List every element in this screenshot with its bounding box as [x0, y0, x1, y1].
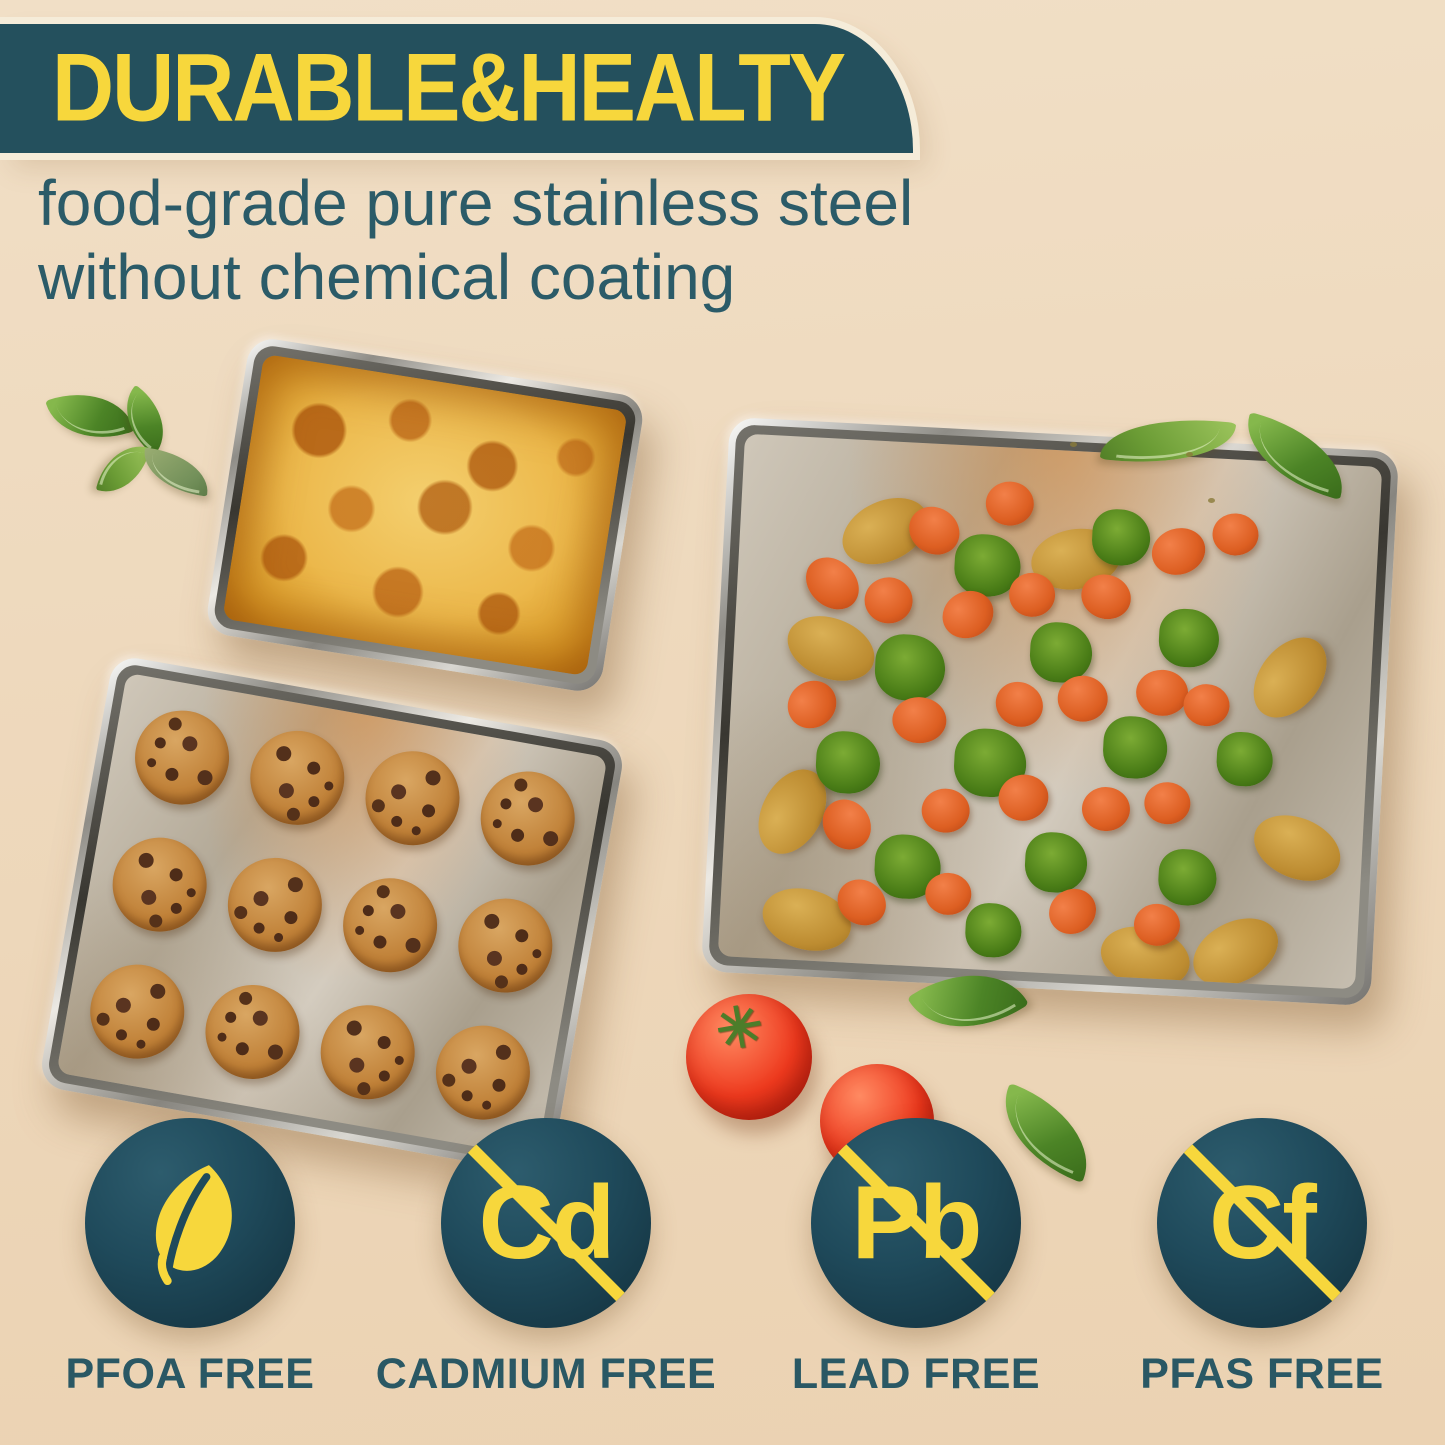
- herb-speck: [1070, 442, 1077, 447]
- cookie: [127, 703, 236, 813]
- badge-label: LEAD FREE: [791, 1350, 1041, 1398]
- badge-cadmium-free: Cd CADMIUM FREE: [366, 1118, 726, 1399]
- badge-pfoa-free: PFOA FREE: [10, 1118, 370, 1399]
- pfas-free-circle: Cf: [1157, 1118, 1367, 1328]
- lead-free-circle: Pb: [811, 1118, 1021, 1328]
- cookie: [428, 1017, 537, 1127]
- cookie: [450, 891, 560, 1000]
- basil-leaf: [139, 447, 213, 497]
- cookie: [104, 830, 214, 939]
- tomato: [686, 994, 812, 1120]
- cookie: [242, 723, 352, 833]
- badge-lead-free: Pb LEAD FREE: [736, 1118, 1096, 1399]
- cookie: [219, 850, 329, 960]
- basil-leaf: [45, 377, 135, 455]
- cookie: [82, 956, 192, 1066]
- herb-speck: [1186, 452, 1193, 457]
- vegetable-tray-photo: [700, 416, 1400, 1007]
- badge-pfas-free: Cf PFAS FREE: [1082, 1118, 1442, 1399]
- no-slash-icon: [1161, 1122, 1363, 1324]
- baked-casserole: [222, 353, 628, 677]
- cookie: [197, 977, 307, 1086]
- cookie: [335, 870, 445, 980]
- pan-rim: [708, 424, 1392, 999]
- badge-label: PFOA FREE: [65, 1350, 315, 1398]
- cookies: [56, 673, 607, 1158]
- no-slash-icon: [815, 1122, 1017, 1324]
- pfoa-free-circle: [85, 1118, 295, 1328]
- pan-rim: [212, 343, 638, 687]
- cookie-sheet-photo: [37, 654, 627, 1176]
- cookie: [357, 743, 467, 853]
- subtitle: food-grade pure stainless steel without …: [38, 166, 913, 314]
- page-title: DURABLE&HEALTY: [52, 34, 846, 142]
- pan-rim: [46, 662, 618, 1168]
- subtitle-line-2: without chemical coating: [38, 241, 736, 313]
- cookie: [472, 764, 582, 874]
- no-slash-icon: [445, 1122, 647, 1324]
- basil-leaf: [95, 437, 151, 501]
- tomato-stem: ✳: [710, 992, 768, 1063]
- subtitle-line-1: food-grade pure stainless steel: [38, 167, 914, 239]
- cookie: [312, 997, 422, 1107]
- cookie-tray-surface: [56, 672, 608, 1158]
- header-banner: DURABLE&HEALTY: [0, 24, 913, 153]
- cadmium-free-circle: Cd: [441, 1118, 651, 1328]
- badge-label: PFAS FREE: [1140, 1350, 1384, 1398]
- herb-speck: [1208, 498, 1215, 503]
- badge-label: CADMIUM FREE: [375, 1350, 717, 1398]
- leaf-icon: [155, 1165, 232, 1286]
- casserole-pan-photo: [203, 335, 647, 695]
- roasted-vegetables: [717, 433, 1383, 990]
